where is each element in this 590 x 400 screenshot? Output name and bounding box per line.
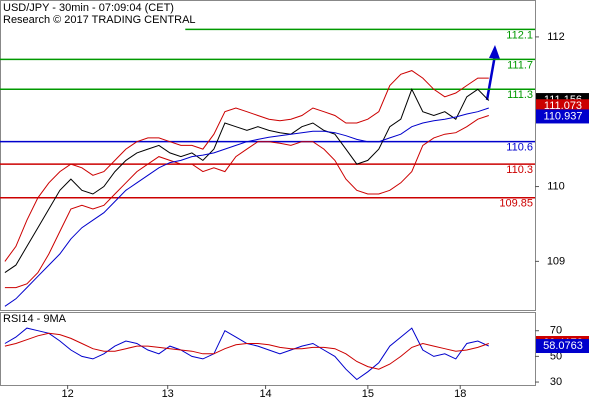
price-box: [536, 339, 589, 354]
y-tick-label: 110: [547, 180, 565, 192]
y-tick-label: 109: [547, 255, 565, 267]
series-line: [4, 88, 490, 274]
level-label: 109.85: [499, 198, 533, 210]
series-line: [4, 115, 489, 289]
price-box: [536, 109, 589, 124]
rsi-panel: [0, 312, 536, 386]
level-label: 111.7: [507, 59, 533, 71]
x-tick-label: 18: [454, 388, 466, 400]
level-label: 111.3: [507, 89, 533, 101]
level-label: 110.3: [506, 164, 533, 176]
level-label: 110.6: [506, 142, 533, 154]
series-line: [4, 332, 489, 370]
chart-title: USD/JPY - 30min - 07:09:04 (CET): [3, 2, 174, 14]
y-tick-label: 70: [550, 325, 562, 337]
series-line: [4, 70, 489, 262]
level-label: 112.1: [506, 29, 533, 41]
x-tick-label: 15: [362, 388, 374, 400]
rsi-title: RSI14 - 9MA: [3, 313, 67, 325]
series-line: [4, 107, 489, 307]
price-panel: [0, 0, 536, 311]
x-tick-label: 14: [259, 388, 271, 400]
price-box-label: 111.073: [544, 100, 582, 112]
projection-arrow-head: [489, 45, 500, 59]
x-tick-label: 13: [162, 388, 174, 400]
x-tick-label: 12: [62, 388, 74, 400]
y-tick-label: 30: [550, 376, 562, 388]
price-box-label: 58.0763: [543, 340, 583, 352]
projection-arrow: [485, 54, 497, 101]
chart-subtitle: Research © 2017 TRADING CENTRAL: [3, 14, 196, 26]
price-box-label: 110.937: [544, 110, 583, 122]
series-line: [4, 327, 490, 381]
y-tick-label: 112: [547, 31, 565, 43]
y-tick-label: 50: [550, 350, 562, 362]
